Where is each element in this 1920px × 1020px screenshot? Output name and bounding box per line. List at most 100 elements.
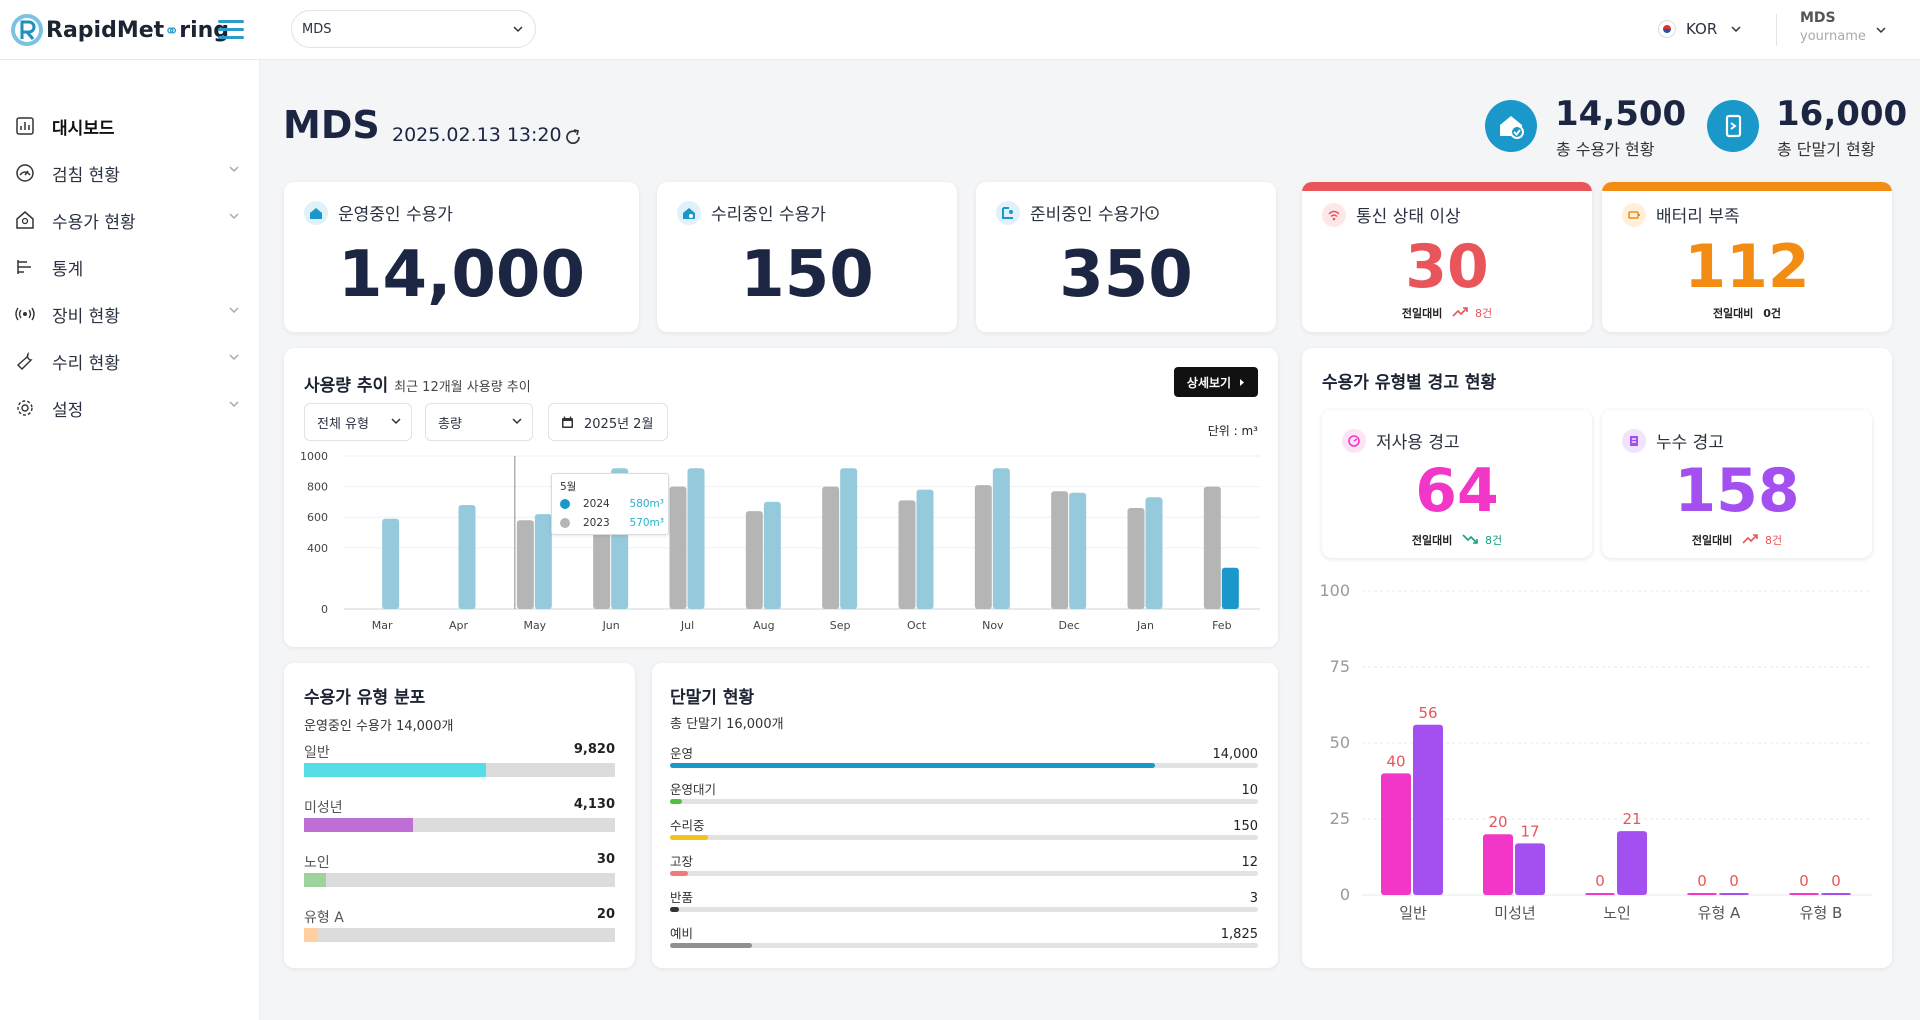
site-select[interactable]: MDS (291, 10, 536, 48)
warning-bar-low-usage[interactable] (1789, 893, 1819, 895)
usage-bar-2023[interactable] (822, 486, 840, 609)
gear-icon (14, 397, 36, 419)
y-tick-label: 50 (1330, 733, 1350, 752)
app-logo[interactable]: RapidMet⚭ring (10, 12, 229, 48)
kpi-label: 준비중인 수용가 (1030, 205, 1145, 225)
type-filter-select[interactable]: 전체 유형 (304, 403, 412, 441)
detail-button[interactable]: 상세보기 (1174, 367, 1258, 397)
usage-bar-2024[interactable] (687, 468, 705, 609)
sidebar-item-label: 수리 현황 (52, 353, 120, 374)
chevron-down-icon (1731, 26, 1741, 33)
trend-up-icon (1452, 307, 1468, 317)
warning-bar-leak[interactable] (1719, 893, 1749, 895)
compare-value: 0건 (1763, 307, 1782, 320)
sidebar-item-statistics[interactable]: 통계 (14, 250, 239, 284)
usage-bar-2023[interactable] (974, 485, 992, 609)
bar-value-label: 0 (1595, 872, 1605, 890)
distribution-bar-fill (304, 763, 486, 777)
x-tick-label: Sep (830, 619, 851, 632)
gauge-icon (14, 162, 36, 184)
distribution-row-value: 20 (596, 907, 615, 922)
info-icon[interactable] (1145, 205, 1159, 220)
warning-bar-low-usage[interactable] (1381, 773, 1411, 895)
sidebar-item-metering[interactable]: 검침 현황 (14, 156, 239, 190)
warning-bar-low-usage[interactable] (1585, 893, 1615, 895)
sidebar-item-customers[interactable]: 수용가 현황 (14, 203, 239, 237)
compare-value: 8건 (1475, 307, 1493, 320)
terminal-bar-fill (670, 943, 753, 948)
distribution-bar-track (304, 873, 615, 887)
usage-subtitle: 최근 12개월 사용량 추이 (394, 380, 531, 395)
usage-bar-2024[interactable] (1221, 567, 1239, 609)
flag-icon (1658, 20, 1676, 38)
chevron-down-icon (229, 307, 239, 314)
terminal-bar-fill (670, 835, 709, 840)
usage-bar-2023[interactable] (1127, 508, 1145, 609)
bar-value-label: 56 (1418, 704, 1437, 722)
warning-bar-leak[interactable] (1515, 843, 1545, 895)
sidebar-item-dashboard[interactable]: 대시보드 (14, 109, 239, 143)
warning-bar-low-usage[interactable] (1687, 893, 1717, 895)
x-tick-label: Jul (680, 619, 694, 632)
menu-toggle-icon[interactable] (218, 20, 244, 40)
usage-bar-2024[interactable] (458, 504, 476, 609)
terminal-row-label: 운영 (670, 746, 694, 761)
chevron-down-icon (1876, 27, 1886, 34)
usage-bar-2023[interactable] (1203, 486, 1221, 609)
bar-value-label: 0 (1799, 872, 1809, 890)
warning-bar-leak[interactable] (1413, 724, 1443, 895)
refresh-icon[interactable] (563, 127, 583, 151)
usage-bar-2024[interactable] (1145, 497, 1163, 609)
terminal-bar-fill (670, 799, 682, 804)
broadcast-icon (14, 303, 36, 325)
usage-bar-2024[interactable] (916, 489, 934, 609)
usage-trend-card: 사용량 추이 최근 12개월 사용량 추이 상세보기 전체 유형 총량 2025… (284, 348, 1278, 647)
user-menu[interactable]: MDS yourname (1800, 10, 1900, 50)
usage-bar-2023[interactable] (516, 520, 534, 609)
legend-dot-2024 (560, 499, 570, 509)
terminal-row-label: 운영대기 (670, 782, 717, 797)
sidebar-item-settings[interactable]: 설정 (14, 391, 239, 425)
warning-value: 158 (1674, 456, 1800, 526)
distribution-row-label: 유형 A (304, 910, 344, 926)
measure-filter-select[interactable]: 총량 (425, 403, 533, 441)
warning-bar-leak[interactable] (1821, 893, 1851, 895)
tooltip-title: 5월 (560, 481, 577, 493)
usage-bar-2024[interactable] (1069, 492, 1087, 609)
x-tick-label: Jan (1136, 619, 1154, 632)
sidebar: 대시보드 검침 현황 수용가 현황 통계 장비 현황 수리 현황 설정 (0, 60, 260, 1020)
usage-bar-2024[interactable] (382, 518, 400, 609)
y-tick-label: 25 (1330, 809, 1350, 828)
x-tick-label: Feb (1212, 619, 1231, 632)
distribution-bar-fill (304, 818, 413, 832)
usage-bar-2023[interactable] (898, 500, 916, 609)
date-filter-select[interactable]: 2025년 2월 (548, 403, 668, 441)
usage-bar-2023[interactable] (745, 511, 763, 609)
kpi-card-operating: 운영중인 수용가 14,000 (284, 182, 639, 332)
kpi-card-preparing: 준비중인 수용가 350 (976, 182, 1276, 332)
calendar-icon (562, 416, 573, 428)
warning-bar-low-usage[interactable] (1483, 834, 1513, 895)
usage-bar-2024[interactable] (992, 468, 1010, 609)
distribution-bar-track (304, 763, 615, 777)
bar-list-icon (14, 256, 36, 278)
kpi-compare: 전일대비 8건 (1302, 305, 1592, 321)
sidebar-item-equipment[interactable]: 장비 현황 (14, 297, 239, 331)
y-tick-label: 800 (307, 481, 328, 494)
legend-dot-2023 (560, 518, 570, 528)
usage-bar-2024[interactable] (763, 501, 781, 609)
terminal-row-value: 150 (1233, 819, 1258, 834)
x-tick-label: Jun (602, 619, 620, 632)
warning-bar-leak[interactable] (1617, 831, 1647, 895)
language-select[interactable]: KOR (1658, 20, 1741, 38)
usage-bar-2024[interactable] (534, 514, 552, 609)
usage-bar-2023[interactable] (1051, 491, 1069, 609)
usage-bar-2023[interactable] (669, 486, 687, 609)
distribution-bar-fill (304, 928, 318, 942)
sidebar-item-repair[interactable]: 수리 현황 (14, 344, 239, 378)
usage-bar-2023[interactable] (593, 520, 611, 609)
compare-value: 8건 (1765, 534, 1783, 547)
total-terminals-label: 총 단말기 현황 (1777, 140, 1876, 159)
usage-bar-2024[interactable] (840, 468, 858, 609)
distribution-row-label: 일반 (304, 745, 330, 761)
